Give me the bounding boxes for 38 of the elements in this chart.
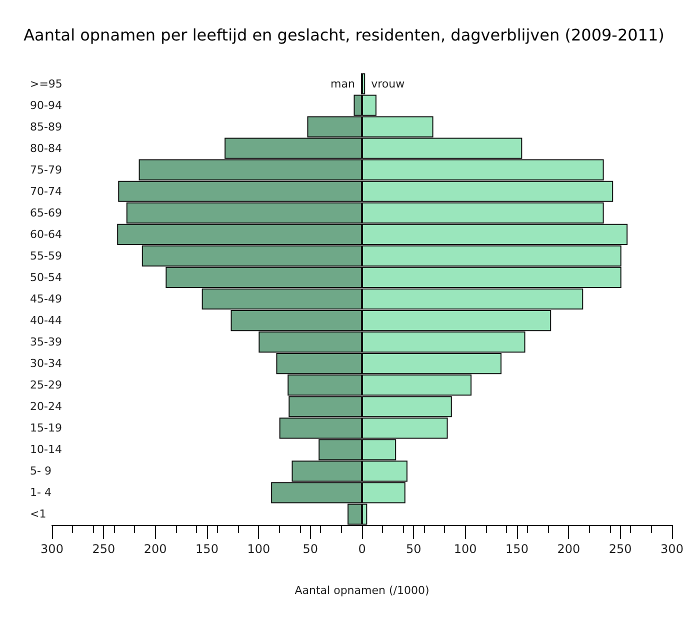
y-tick-label: >=95 xyxy=(30,77,62,90)
x-tick-label: 0 xyxy=(358,542,366,556)
y-tick-label: 70-74 xyxy=(30,184,62,198)
y-tick-label: 1- 4 xyxy=(30,486,52,500)
y-tick-label: 15-19 xyxy=(30,422,62,435)
x-tick-label: 150 xyxy=(506,542,528,556)
x-tick-label: 200 xyxy=(144,542,167,556)
y-tick-label: 90-94 xyxy=(30,98,62,112)
y-tick-label: 85-89 xyxy=(30,120,62,134)
x-tick-label: 300 xyxy=(660,542,684,556)
x-tick-label: 50 xyxy=(302,542,318,556)
y-tick-label: <1 xyxy=(30,508,46,521)
y-tick-label: 25-29 xyxy=(30,378,62,392)
y-tick-label: 5- 9 xyxy=(30,464,52,478)
x-tick-label: 50 xyxy=(406,542,422,556)
y-tick-label: 30-34 xyxy=(30,357,62,370)
x-axis-title: Aantal opnamen (/1000) xyxy=(294,584,430,597)
y-tick-label: 60-64 xyxy=(30,228,62,241)
series-label: man xyxy=(330,77,355,90)
x-tick-label: 150 xyxy=(196,542,218,556)
y-tick-label: 20-24 xyxy=(30,400,62,414)
x-tick-label: 250 xyxy=(608,542,632,556)
chart-title: Aantal opnamen per leeftijd en geslacht, residenten, dagverblijven (2009-2011) xyxy=(24,26,664,44)
series-label: vrouw xyxy=(371,77,405,90)
y-tick-label: 80-84 xyxy=(30,142,62,155)
x-tick-label: 100 xyxy=(454,542,477,556)
y-tick-label: 10-14 xyxy=(30,443,62,456)
y-tick-label: 55-59 xyxy=(30,249,62,262)
y-tick-label: 40-44 xyxy=(30,314,62,328)
x-tick-label: 200 xyxy=(557,542,580,556)
y-tick-label: 65-69 xyxy=(30,206,62,220)
x-tick-label: 300 xyxy=(40,542,64,556)
y-tick-label: 45-49 xyxy=(30,292,62,306)
x-tick-label: 250 xyxy=(92,542,116,556)
y-tick-label: 75-79 xyxy=(30,163,62,176)
y-tick-label: 50-54 xyxy=(30,270,62,284)
y-tick-label: 35-39 xyxy=(30,336,62,349)
x-tick-label: 100 xyxy=(247,542,270,556)
